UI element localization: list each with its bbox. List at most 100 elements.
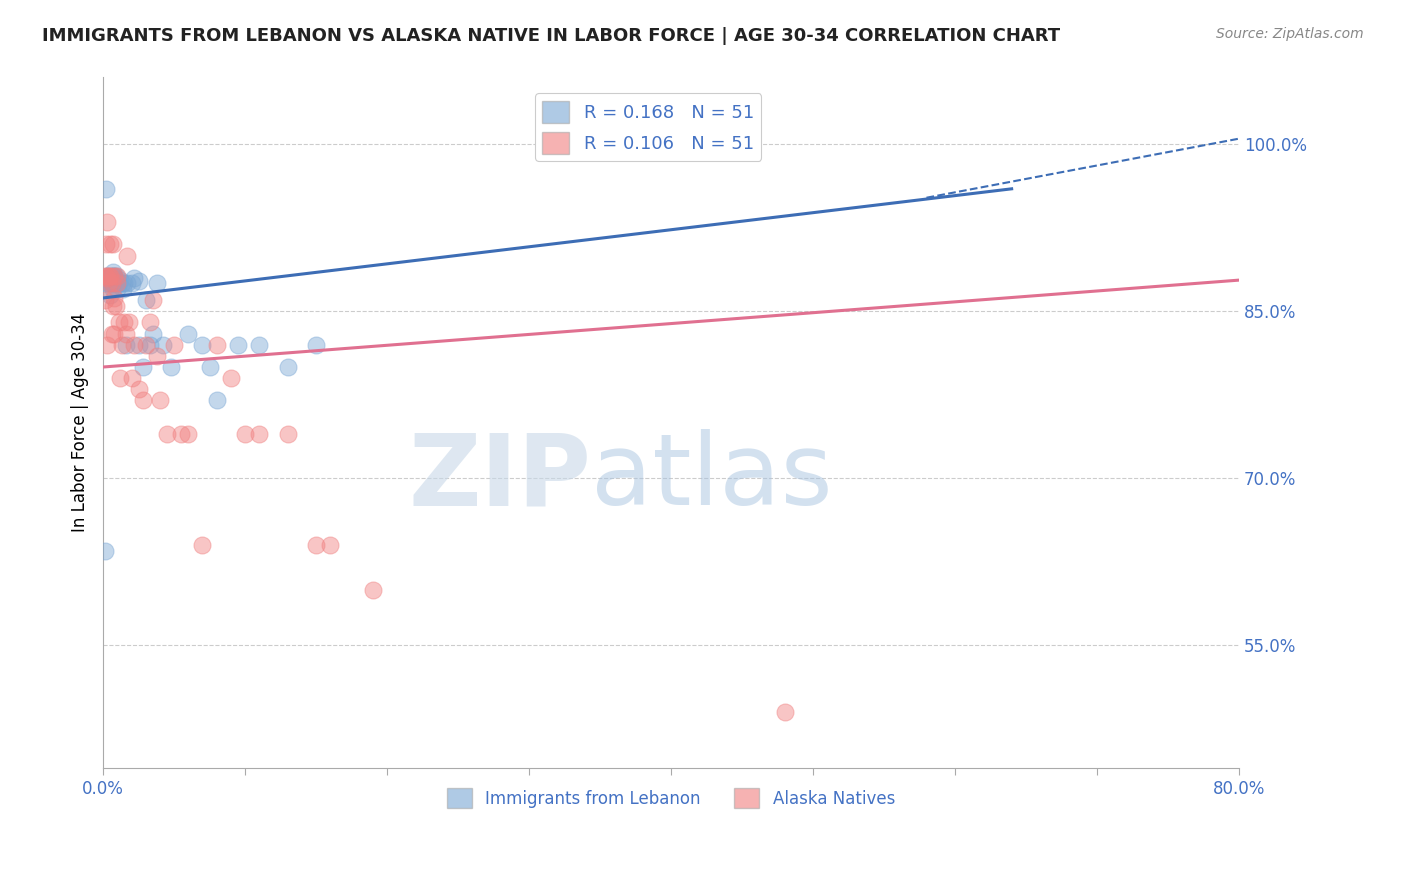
Point (100, 326, 122, 341)
Point (117, 249, 139, 263)
Point (104, 273, 127, 287)
Point (110, 337, 132, 351)
Point (96, 215, 118, 229)
Point (93, 268, 115, 283)
Point (156, 426, 179, 441)
Point (177, 426, 200, 441)
Point (101, 273, 124, 287)
Point (100, 277, 122, 291)
Point (121, 277, 143, 291)
Point (205, 393, 228, 408)
Point (219, 371, 242, 385)
Point (98, 268, 121, 283)
Point (100, 277, 122, 291)
Point (305, 538, 328, 552)
Point (97, 277, 120, 291)
Point (110, 277, 132, 291)
Point (98, 237, 121, 252)
Point (121, 371, 143, 385)
Text: ZIP: ZIP (409, 429, 592, 526)
Point (773, 705, 796, 719)
Point (105, 277, 128, 291)
Point (142, 326, 165, 341)
Point (115, 337, 138, 351)
Point (115, 326, 138, 341)
Point (97, 277, 120, 291)
Point (96, 268, 118, 283)
Point (177, 326, 200, 341)
Point (146, 349, 169, 363)
Point (160, 359, 183, 374)
Point (132, 393, 155, 408)
Point (361, 582, 384, 597)
Point (319, 538, 342, 552)
Point (107, 316, 129, 330)
Y-axis label: In Labor Force | Age 30-34: In Labor Force | Age 30-34 (72, 313, 89, 533)
Point (152, 337, 174, 351)
Text: atlas: atlas (592, 429, 834, 526)
Point (97, 268, 120, 283)
Point (93, 543, 115, 558)
Point (135, 337, 157, 351)
Point (96, 273, 118, 287)
Point (101, 282, 124, 296)
Point (108, 273, 131, 287)
Text: Source: ZipAtlas.com: Source: ZipAtlas.com (1216, 27, 1364, 41)
Point (170, 426, 193, 441)
Point (101, 299, 124, 313)
Point (101, 277, 124, 291)
Point (247, 337, 270, 351)
Point (96, 337, 118, 351)
Point (124, 337, 146, 351)
Point (191, 337, 214, 351)
Point (103, 268, 125, 283)
Point (96, 268, 118, 283)
Point (100, 273, 122, 287)
Point (101, 265, 124, 279)
Point (135, 293, 157, 308)
Point (105, 277, 128, 291)
Point (107, 277, 129, 291)
Point (98, 271, 121, 285)
Point (105, 268, 128, 283)
Point (117, 277, 139, 291)
Point (96, 271, 118, 285)
Point (198, 359, 221, 374)
Point (94, 277, 117, 291)
Point (111, 282, 134, 296)
Point (97, 271, 120, 285)
Point (128, 337, 150, 351)
Point (139, 316, 162, 330)
Point (139, 337, 162, 351)
Point (124, 271, 146, 285)
Point (112, 277, 135, 291)
Point (132, 359, 155, 374)
Point (103, 326, 125, 341)
Point (93, 293, 115, 308)
Point (105, 282, 128, 296)
Point (101, 237, 124, 252)
Point (191, 538, 214, 552)
Point (108, 371, 131, 385)
Point (98, 273, 121, 287)
Point (128, 274, 150, 288)
Point (94, 237, 117, 252)
Point (104, 299, 127, 313)
Point (103, 273, 125, 287)
Point (103, 268, 125, 283)
Point (233, 426, 256, 441)
Point (277, 359, 299, 374)
Point (98, 287, 121, 301)
Point (142, 293, 165, 308)
Point (247, 426, 270, 441)
Point (163, 337, 186, 351)
Point (118, 316, 141, 330)
Point (104, 268, 127, 283)
Point (305, 337, 328, 351)
Point (94, 182, 117, 196)
Point (149, 393, 172, 408)
Point (205, 337, 228, 351)
Point (103, 277, 125, 291)
Legend: Immigrants from Lebanon, Alaska Natives: Immigrants from Lebanon, Alaska Natives (440, 781, 901, 815)
Point (128, 382, 150, 396)
